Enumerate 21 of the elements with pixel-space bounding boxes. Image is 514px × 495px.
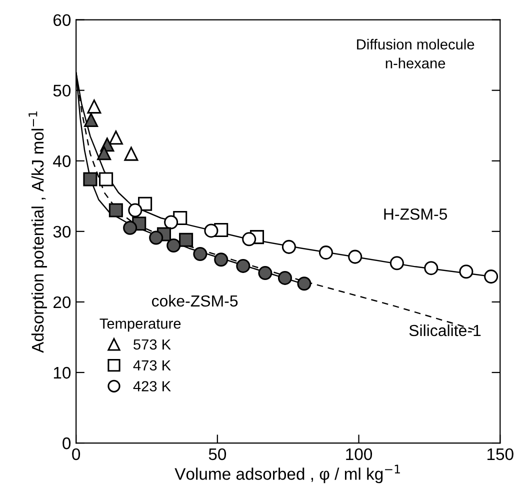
legend-label: 473 K [133, 360, 171, 371]
y-tick-label: 40 [53, 155, 71, 168]
legend-label: 423 K [133, 381, 171, 392]
y-tick-label: 50 [53, 84, 71, 97]
y-tick-label: 60 [54, 14, 71, 26]
y-tick-label: 0 [62, 437, 71, 450]
annotation: Silicalite-1 [409, 324, 481, 336]
x-tick-label: 0 [72, 448, 80, 460]
y-tick-label: 30 [53, 226, 71, 238]
x-tick-label: 50 [208, 448, 226, 460]
x-tick-label: 150 [487, 448, 514, 460]
annotation: coke-ZSM-5 [152, 294, 238, 307]
x-tick-label: 100 [346, 448, 372, 460]
y-axis-title: Adsorption potential , A/kJ mol$^{−1}$ [28, 112, 47, 353]
annotation: Diffusion molecule n-hexane [357, 38, 474, 68]
annotation: H-ZSM-5 [384, 208, 448, 220]
legend-label: 573 K [134, 339, 171, 350]
y-tick-label: 10 [54, 366, 71, 379]
legend-title: Temperature [100, 318, 181, 332]
x-axis-title: Volume adsorbed , φ / ml kg$^{−1}$ [174, 464, 400, 484]
y-tick-label: 20 [54, 296, 71, 308]
